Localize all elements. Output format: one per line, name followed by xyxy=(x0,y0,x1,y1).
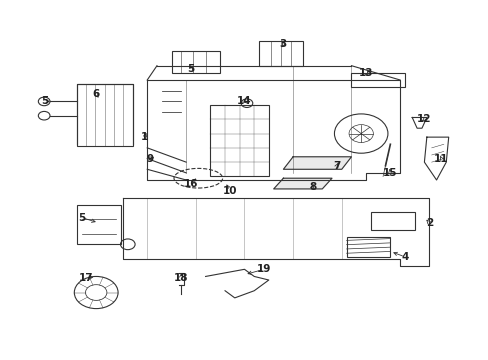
Text: 8: 8 xyxy=(308,182,316,192)
Text: 2: 2 xyxy=(425,218,432,228)
Bar xyxy=(259,41,302,66)
Text: 19: 19 xyxy=(256,264,270,274)
Text: 5: 5 xyxy=(41,96,49,107)
Text: 11: 11 xyxy=(433,154,448,163)
Bar xyxy=(370,212,414,230)
Text: 4: 4 xyxy=(401,252,408,262)
Bar xyxy=(77,84,132,146)
Text: 10: 10 xyxy=(222,186,237,196)
Text: 18: 18 xyxy=(174,273,188,283)
Text: 5: 5 xyxy=(78,212,85,222)
Text: 15: 15 xyxy=(382,168,397,178)
Bar xyxy=(171,51,220,73)
Text: 13: 13 xyxy=(358,68,372,78)
Text: 9: 9 xyxy=(146,154,153,163)
Text: 1: 1 xyxy=(141,132,148,142)
Polygon shape xyxy=(283,157,351,169)
Text: 5: 5 xyxy=(187,64,194,74)
Text: 6: 6 xyxy=(92,89,100,99)
Text: 16: 16 xyxy=(183,179,198,189)
Text: 17: 17 xyxy=(79,273,94,283)
Bar xyxy=(210,105,268,176)
Text: 14: 14 xyxy=(237,96,251,107)
Bar xyxy=(77,205,120,244)
Bar xyxy=(351,73,404,87)
Text: 12: 12 xyxy=(416,114,431,124)
Text: 3: 3 xyxy=(279,39,286,49)
Polygon shape xyxy=(273,178,331,189)
Text: 7: 7 xyxy=(332,161,340,171)
Bar xyxy=(346,237,389,257)
